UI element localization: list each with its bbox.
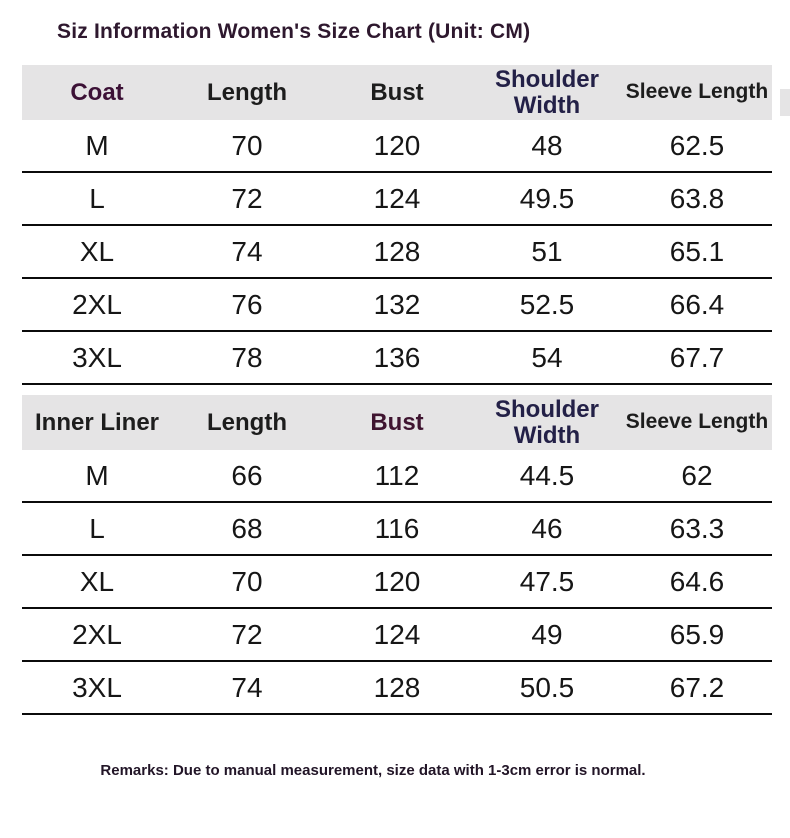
size-label-cell: L	[89, 512, 105, 544]
column-header-length: Length	[207, 78, 287, 106]
column-header-length: Length	[207, 408, 287, 436]
measurement-cell: 124	[373, 182, 421, 214]
measurement-cell: 44.5	[519, 459, 575, 491]
size-chart-page: Siz Information Women's Size Chart (Unit…	[0, 20, 790, 838]
table-row: L 68 116 46 63.3	[22, 503, 772, 556]
size-label-cell: 2XL	[72, 618, 122, 650]
measurement-cell: 63.8	[669, 182, 725, 214]
remarks-text: Remarks: Due to manual measurement, size…	[100, 762, 646, 779]
measurement-cell: 49.5	[519, 182, 575, 214]
measurement-cell: 132	[373, 288, 421, 320]
size-label-cell: M	[85, 459, 109, 491]
size-label-cell: 3XL	[72, 671, 122, 703]
size-label-cell: M	[85, 129, 109, 161]
measurement-cell: 70	[231, 565, 263, 597]
measurement-cell: 46	[531, 512, 563, 544]
coat-size-table: Coat Length Bust Shoulder Width Sleeve L…	[22, 65, 772, 385]
table-row: 3XL 74 128 50.5 67.2	[22, 662, 772, 715]
inner-liner-table-header-row: Inner Liner Length Bust Shoulder Width S…	[22, 395, 772, 450]
size-label-cell: 3XL	[72, 341, 122, 373]
measurement-cell: 128	[373, 235, 421, 267]
measurement-cell: 52.5	[519, 288, 575, 320]
measurement-cell: 67.7	[669, 341, 725, 373]
measurement-cell: 136	[373, 341, 421, 373]
measurement-cell: 65.1	[669, 235, 725, 267]
table-row: M 70 120 48 62.5	[22, 120, 772, 173]
size-label-cell: XL	[79, 565, 115, 597]
table-row: XL 70 120 47.5 64.6	[22, 556, 772, 609]
page-title: Siz Information Women's Size Chart (Unit…	[57, 20, 531, 43]
measurement-cell: 65.9	[669, 618, 725, 650]
measurement-cell: 64.6	[669, 565, 725, 597]
column-header-bust: Bust	[370, 78, 424, 106]
inner-liner-size-table: Inner Liner Length Bust Shoulder Width S…	[22, 395, 772, 715]
table-row: 2XL 76 132 52.5 66.4	[22, 279, 772, 332]
measurement-cell: 120	[373, 129, 421, 161]
column-header-sleeve-length: Sleeve Length	[625, 80, 769, 104]
measurement-cell: 63.3	[669, 512, 725, 544]
table-row: M 66 112 44.5 62	[22, 450, 772, 503]
coat-table-body: M 70 120 48 62.5 L 72 124 49.5 63.8 XL 74 128 51 65.1 2…	[22, 120, 772, 385]
inner-liner-table-body: M 66 112 44.5 62 L 68 116 46 63.3 XL 70 120 47.5 64.6 2…	[22, 450, 772, 715]
table-row: L 72 124 49.5 63.8	[22, 173, 772, 226]
measurement-cell: 112	[374, 459, 420, 491]
measurement-cell: 66	[231, 459, 263, 491]
column-header-shoulder-width: Shoulder Width	[494, 395, 599, 449]
measurement-cell: 51	[531, 235, 563, 267]
measurement-cell: 47.5	[519, 565, 575, 597]
measurement-cell: 124	[373, 618, 421, 650]
column-header-inner-liner: Inner Liner	[34, 408, 160, 436]
size-label-cell: L	[89, 182, 105, 214]
measurement-cell: 72	[231, 182, 263, 214]
measurement-cell: 128	[373, 671, 421, 703]
coat-table-header-row: Coat Length Bust Shoulder Width Sleeve L…	[22, 65, 772, 120]
measurement-cell: 68	[231, 512, 263, 544]
measurement-cell: 120	[373, 565, 421, 597]
column-header-sleeve-length: Sleeve Length	[625, 410, 769, 434]
measurement-cell: 62.5	[669, 129, 725, 161]
table-row: XL 74 128 51 65.1	[22, 226, 772, 279]
measurement-cell: 48	[531, 129, 563, 161]
measurement-cell: 116	[374, 512, 420, 544]
measurement-cell: 70	[231, 129, 263, 161]
measurement-cell: 74	[231, 671, 263, 703]
measurement-cell: 67.2	[669, 671, 725, 703]
measurement-cell: 74	[231, 235, 263, 267]
measurement-cell: 66.4	[669, 288, 725, 320]
measurement-cell: 72	[231, 618, 263, 650]
measurement-cell: 62	[681, 459, 713, 491]
column-header-coat: Coat	[70, 78, 124, 106]
measurement-cell: 76	[231, 288, 263, 320]
measurement-cell: 78	[231, 341, 263, 373]
table-row: 2XL 72 124 49 65.9	[22, 609, 772, 662]
cropped-header-fragment	[780, 89, 790, 116]
column-header-shoulder-width: Shoulder Width	[494, 65, 599, 119]
table-row: 3XL 78 136 54 67.7	[22, 332, 772, 385]
measurement-cell: 50.5	[519, 671, 575, 703]
measurement-cell: 49	[531, 618, 563, 650]
column-header-bust: Bust	[370, 408, 424, 436]
measurement-cell: 54	[531, 341, 563, 373]
size-label-cell: 2XL	[72, 288, 122, 320]
size-label-cell: XL	[79, 235, 115, 267]
